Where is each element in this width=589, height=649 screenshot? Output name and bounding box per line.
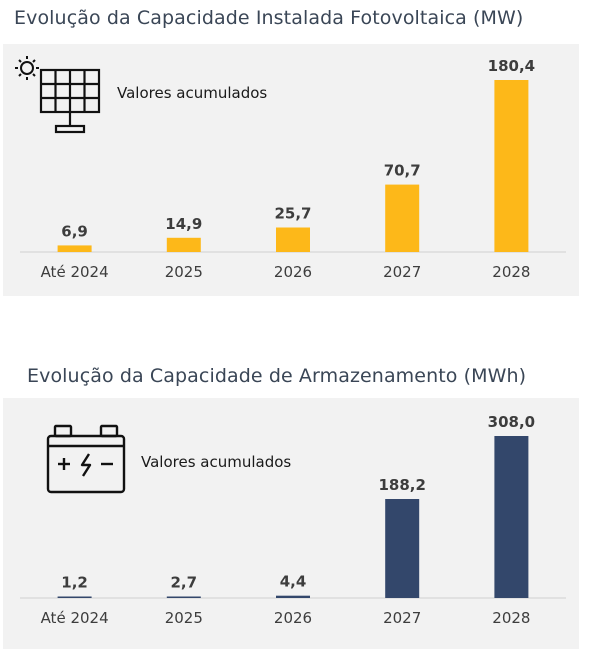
bar [494, 436, 529, 598]
bar [385, 499, 420, 598]
data-label: 6,9 [61, 222, 88, 240]
battery-icon [46, 424, 126, 494]
solar-chart-panel: Valores acumulados 6,9 Até 2024 14,9 2025 25… [3, 44, 579, 296]
x-tick-label: 2026 [274, 609, 312, 627]
x-tick-label: 2025 [165, 263, 203, 281]
storage-chart-panel: Valores acumulados 1,2 Até 2024 2,7 2025 4,4… [3, 398, 579, 649]
x-tick-label: 2026 [274, 263, 312, 281]
x-tick-label: 2027 [383, 609, 421, 627]
storage-chart-annotation: Valores acumulados [141, 453, 292, 471]
solar-chart-plot: 6,9 Até 2024 14,9 2025 25,7 2026 70,7 2027 180,4… [20, 57, 566, 281]
x-tick-label: 2028 [492, 609, 530, 627]
storage-chart-plot: 1,2 Até 2024 2,7 2025 4,4 2026 188,2 2027 308,0 2… [20, 413, 566, 627]
solar-chart-title: Evolução da Capacidade Instalada Fotovol… [14, 7, 524, 29]
bar [57, 596, 92, 598]
bar [166, 596, 201, 598]
bar [166, 237, 201, 252]
x-tick-label: 2025 [165, 609, 203, 627]
data-label: 4,4 [280, 573, 307, 591]
bar [385, 184, 420, 252]
data-label: 180,4 [488, 57, 535, 75]
bar [276, 227, 310, 252]
bar [57, 245, 92, 252]
x-tick-label: 2027 [383, 263, 421, 281]
bar [276, 595, 310, 598]
solar-panel-icon [15, 56, 101, 134]
data-label: 25,7 [274, 204, 311, 222]
x-tick-label: 2028 [492, 263, 530, 281]
bar [494, 80, 529, 252]
solar-chart-annotation: Valores acumulados [117, 84, 268, 102]
data-label: 2,7 [171, 574, 198, 592]
data-label: 188,2 [378, 476, 425, 494]
data-label: 70,7 [384, 162, 421, 180]
x-tick-label: Até 2024 [41, 263, 109, 281]
x-tick-label: Até 2024 [41, 609, 109, 627]
data-label: 1,2 [61, 574, 88, 592]
storage-chart-title: Evolução da Capacidade de Armazenamento … [27, 365, 527, 387]
data-label: 14,9 [165, 215, 202, 233]
data-label: 308,0 [488, 413, 535, 431]
